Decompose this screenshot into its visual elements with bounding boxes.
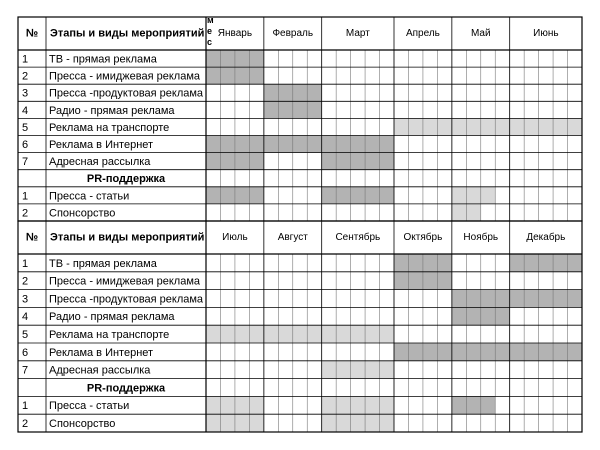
- month-label: Январь: [218, 28, 252, 39]
- section-border: [17, 220, 583, 433]
- row-label: ТВ - прямая реклама: [49, 53, 158, 65]
- shaded-period: [206, 135, 394, 153]
- month-label: Сентябрь: [335, 231, 380, 243]
- row-label: Пресса - имиджевая реклама: [49, 276, 201, 288]
- month-label: Июнь: [533, 28, 558, 39]
- row-number: 2: [22, 276, 28, 288]
- month-label: Март: [346, 28, 370, 39]
- shaded-period: [394, 343, 582, 361]
- row-label: Спонсорство: [49, 418, 115, 430]
- month-label: Февраль: [272, 28, 313, 39]
- shaded-period: [394, 118, 582, 136]
- row-label: Адресная рассылка: [49, 365, 151, 377]
- row-number: 3: [22, 293, 28, 305]
- row-label: ТВ - прямая реклама: [49, 258, 158, 270]
- month-label: Июль: [222, 232, 248, 243]
- row-label: Пресса -продуктовая реклама: [49, 293, 204, 305]
- row-number: 3: [22, 88, 28, 100]
- header-number: №: [26, 231, 38, 243]
- row-number: 2: [22, 207, 28, 219]
- row-number: 2: [22, 71, 28, 83]
- shaded-period: [451, 186, 496, 204]
- section-label: PR-поддержка: [87, 382, 166, 394]
- row-number: 1: [22, 400, 28, 412]
- shaded-period: [321, 152, 394, 170]
- row-number: 1: [22, 258, 28, 270]
- row-number: 6: [22, 347, 28, 359]
- section-label: PR-поддержка: [87, 173, 166, 185]
- row-number: 4: [22, 311, 28, 323]
- shaded-period: [321, 360, 394, 379]
- row-number: 4: [22, 105, 28, 117]
- shaded-period: [206, 325, 394, 343]
- month-label: Май: [471, 28, 491, 39]
- header-stages: Этапы и виды мероприятий: [50, 27, 204, 39]
- month-label: Апрель: [406, 28, 440, 39]
- row-label: Спонсорство: [49, 207, 115, 219]
- row-label: Пресса - имиджевая реклама: [49, 71, 201, 83]
- row-number: 1: [22, 53, 28, 65]
- header-stages: Этапы и виды мероприятий: [50, 231, 204, 243]
- row-label: Радио - прямая реклама: [49, 105, 175, 117]
- month-label: Ноябрь: [463, 231, 498, 243]
- row-label: Радио - прямая реклама: [49, 311, 175, 323]
- row-label: Реклама на транспорте: [49, 329, 169, 341]
- header-number: №: [26, 27, 38, 39]
- row-label: Пресса -продуктовая реклама: [49, 88, 204, 100]
- row-label: Реклама на транспорте: [49, 122, 169, 134]
- row-label: Пресса - статьи: [49, 400, 129, 412]
- row-label: Реклама в Интернет: [49, 139, 153, 151]
- month-label: Август: [278, 232, 309, 243]
- row-number: 7: [22, 156, 28, 168]
- row-number: 7: [22, 365, 28, 377]
- shaded-period: [321, 414, 394, 432]
- shaded-period: [509, 254, 582, 272]
- row-label: Адресная рассылка: [49, 156, 151, 168]
- shaded-period: [321, 186, 394, 204]
- row-label: Пресса - статьи: [49, 190, 129, 202]
- row-number: 2: [22, 418, 28, 430]
- row-number: 6: [22, 139, 28, 151]
- shaded-period: [451, 289, 582, 308]
- row-number: 1: [22, 190, 28, 202]
- row-number: 5: [22, 122, 28, 134]
- shaded-period: [321, 396, 394, 415]
- month-label: Октябрь: [404, 231, 443, 243]
- row-number: 5: [22, 329, 28, 341]
- month-label: Декабрь: [526, 231, 565, 243]
- row-label: Реклама в Интернет: [49, 347, 153, 359]
- shaded-period: [451, 396, 496, 415]
